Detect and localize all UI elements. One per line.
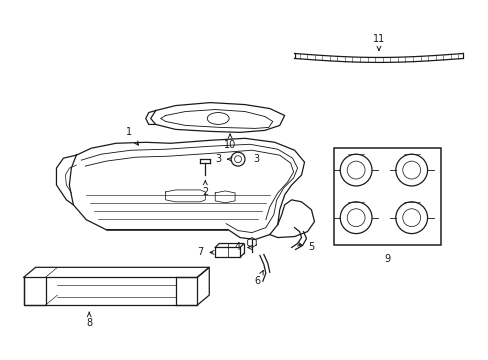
Text: 9: 9 bbox=[384, 255, 390, 264]
Text: 3: 3 bbox=[215, 154, 231, 164]
Text: 3: 3 bbox=[252, 154, 259, 164]
Text: 11: 11 bbox=[372, 34, 384, 50]
Text: 1: 1 bbox=[125, 127, 138, 145]
Text: 6: 6 bbox=[254, 271, 263, 286]
Text: 10: 10 bbox=[224, 134, 236, 150]
Text: 4: 4 bbox=[235, 243, 251, 252]
Text: 2: 2 bbox=[202, 181, 208, 197]
Text: 8: 8 bbox=[86, 312, 92, 328]
Text: 7: 7 bbox=[197, 247, 214, 257]
Bar bbox=[334, 148, 441, 246]
Text: 5: 5 bbox=[297, 242, 314, 252]
